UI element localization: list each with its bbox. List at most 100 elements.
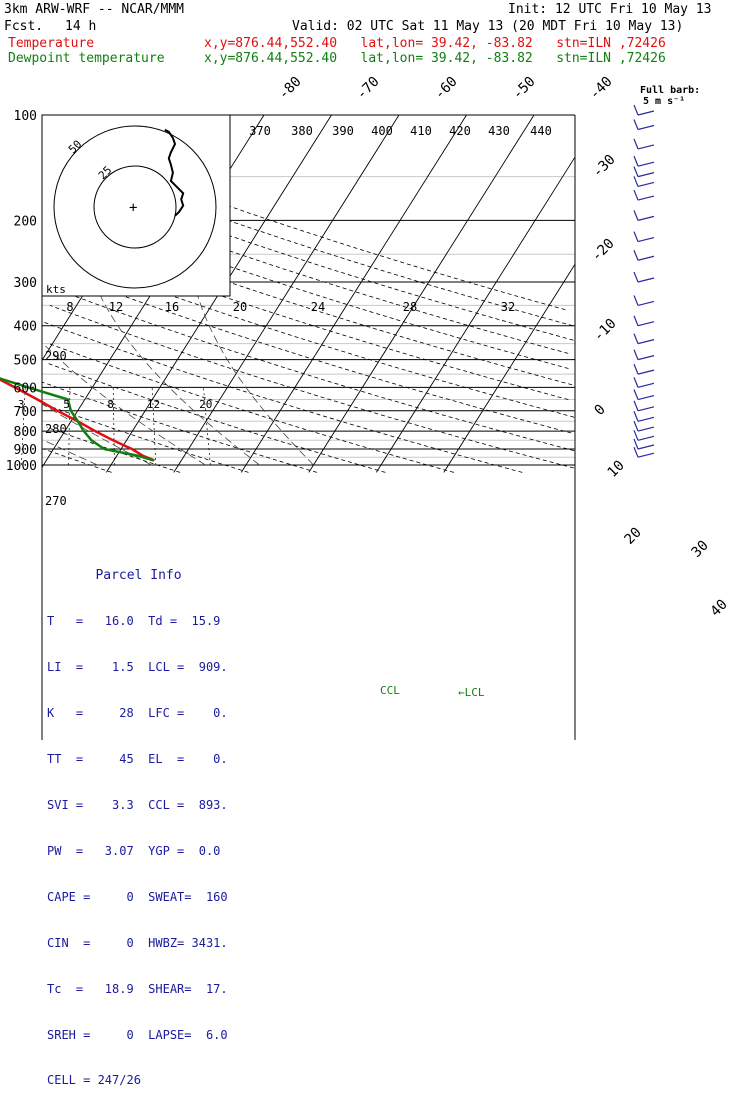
wind-key-line1: Full barb: [640, 85, 700, 96]
dry-adiabat [43, 403, 249, 473]
hodograph-axis-label: 8 [66, 300, 73, 314]
wind-barb [633, 271, 655, 283]
wind-barb [633, 430, 655, 441]
pressure-tick-label: 900 [14, 443, 37, 458]
isotherm-label: -60 [432, 74, 461, 103]
dry-adiabat [59, 142, 566, 311]
wind-barb-flag [633, 210, 639, 221]
isotherm [375, 156, 576, 473]
isotherm [240, 114, 467, 473]
isotherm-label: -40 [587, 74, 616, 103]
wind-barb-staff [637, 161, 655, 167]
moist-adiabat [43, 439, 98, 466]
wind-barb-flag [633, 138, 639, 150]
wind-barb [633, 400, 655, 412]
wind-barb-flag [633, 189, 639, 201]
legend-temperature: Temperature [8, 36, 95, 51]
wind-barb-staff [637, 355, 655, 361]
wind-barb-staff [637, 452, 655, 458]
wind-barb-flag [633, 250, 639, 261]
isotherm-label: 20 [622, 525, 645, 548]
hodograph-axis-label: 16 [165, 300, 179, 314]
theta-label: 380 [291, 124, 313, 138]
wind-barb-staff [637, 321, 655, 327]
wind-barb [633, 349, 655, 361]
isotherm-label: -80 [276, 74, 305, 103]
wind-barb [633, 138, 655, 150]
wind-key-line2: 5 m s⁻¹ [643, 96, 685, 107]
isotherm-label: -20 [589, 236, 618, 265]
wind-barb [633, 295, 655, 307]
ccl-label: CCL [380, 684, 400, 697]
theta-left-label: 290 [45, 349, 67, 363]
wind-barb [633, 231, 655, 243]
theta-label: 370 [249, 124, 271, 138]
theta-label: 430 [488, 124, 510, 138]
theta-label: 440 [530, 124, 552, 138]
parcel-row: K = 28 LFC = 0. [47, 706, 228, 721]
wind-barb-flag [633, 271, 639, 283]
pressure-tick-label: 200 [14, 214, 37, 229]
wind-barb-staff [637, 277, 655, 283]
wind-barb-flag [633, 446, 639, 458]
parcel-row: SVI = 3.3 CCL = 893. [47, 798, 228, 813]
isotherm [308, 114, 535, 473]
wind-barb [633, 155, 655, 167]
wind-barb-staff [637, 172, 655, 178]
wind-barb-flag [633, 400, 639, 412]
wind-barb [633, 210, 655, 221]
wind-barb-flag [633, 411, 639, 422]
lcl-label: ←LCL [458, 686, 485, 699]
wind-barb-flag [633, 430, 639, 441]
parcel-row: CAPE = 0 SWEAT= 160 [47, 889, 228, 904]
hodograph-unit-label: kts [46, 283, 66, 296]
wind-barb-staff [637, 124, 655, 131]
wind-barb-staff [637, 300, 655, 307]
wind-barb [633, 363, 655, 375]
dry-adiabat [43, 448, 112, 473]
station-info-dewpoint: x,y=876.44,552.40 lat,lon= 39.42, -83.82… [204, 51, 666, 66]
wind-barb [633, 411, 655, 422]
wind-barb-flag [633, 349, 639, 360]
wind-barb [633, 315, 655, 327]
parcel-info-title: Parcel Info [95, 567, 182, 583]
wind-barb-staff [637, 406, 655, 412]
wind-barb-flag [633, 363, 639, 375]
isotherm [443, 263, 576, 473]
isotherm-label: 10 [605, 458, 628, 481]
wind-barb-flag [633, 295, 639, 306]
isotherm-label: 0 [592, 402, 609, 419]
dry-adiabat [45, 362, 386, 473]
wind-barb [633, 104, 655, 116]
temperature-trace [0, 378, 155, 462]
wind-barb-flag [633, 155, 639, 167]
wind-barb-flag [633, 166, 639, 177]
parcel-row: LI = 1.5 LCL = 909. [47, 660, 228, 675]
theta-left-label: 280 [45, 422, 67, 436]
wind-barb-staff [637, 416, 655, 422]
wind-barb-flag [633, 438, 639, 450]
parcel-row: CIN = 0 HWBZ= 3431. [47, 935, 228, 950]
wind-barb-staff [637, 110, 655, 116]
parcel-info-panel: Parcel Info T = 16.0 Td = 15.9 LI = 1.5 … [47, 537, 230, 1104]
mixing-ratio-label: 5 [63, 398, 70, 411]
pressure-tick-label: 700 [14, 405, 37, 420]
parcel-row: TT = 45 EL = 0. [47, 752, 228, 767]
theta-label: 410 [410, 124, 432, 138]
wind-barb-flag [633, 333, 639, 344]
wind-barb-staff [637, 181, 655, 188]
hodograph-axis-label: 24 [311, 300, 325, 314]
dry-adiabat [42, 381, 318, 473]
isotherm [173, 114, 400, 473]
mixing-ratio-label: 3 [18, 398, 25, 411]
theta-left-label: 270 [45, 494, 67, 508]
mixing-ratio-label: 8 [107, 398, 114, 411]
forecast-label: Fcst. [4, 19, 44, 34]
legend-dewpoint: Dewpoint temperature [8, 51, 165, 66]
wind-barb [633, 377, 655, 388]
model-title: 3km ARW-WRF -- NCAR/MMM [4, 2, 185, 17]
dry-adiabat [48, 343, 455, 473]
parcel-row: SREH = 0 LAPSE= 6.0 [47, 1027, 228, 1042]
